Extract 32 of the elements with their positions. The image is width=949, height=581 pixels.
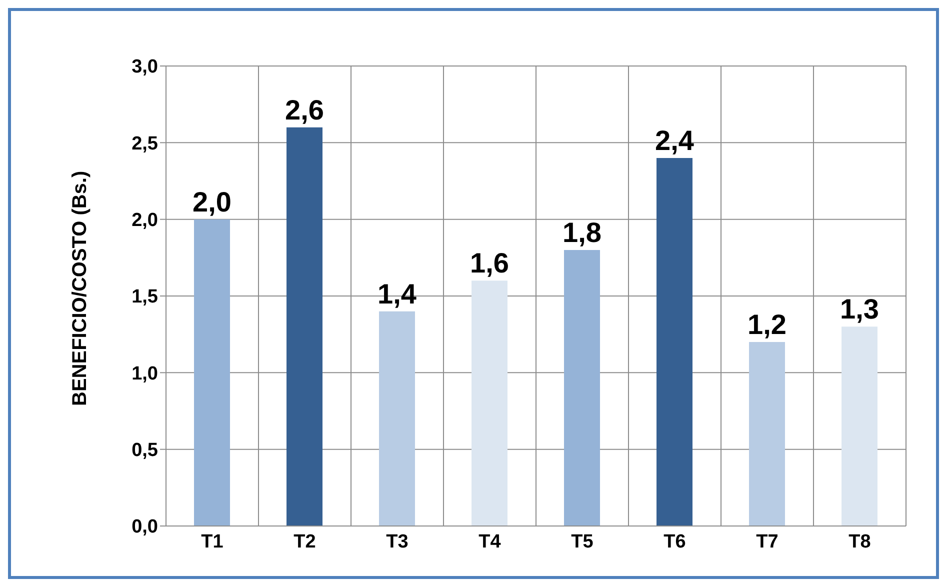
data-label: 1,8: [562, 217, 602, 248]
y-tick-label: 1,5: [132, 286, 158, 308]
bar: [194, 219, 230, 526]
data-label: 2,6: [285, 94, 324, 126]
bar: [379, 311, 415, 526]
bar: [564, 250, 600, 526]
data-label: 1,4: [378, 278, 417, 310]
data-label: 1,2: [748, 309, 786, 340]
bar: [842, 326, 878, 526]
data-label: 1,3: [840, 294, 879, 325]
bar: [749, 342, 785, 526]
bar: [286, 127, 322, 526]
x-tick-label: T3: [386, 531, 408, 552]
y-tick-label: 2,5: [132, 133, 158, 154]
y-tick-label: 2,0: [132, 210, 158, 232]
x-tick-label: T8: [848, 531, 871, 552]
y-tick-label: 0,5: [132, 440, 158, 462]
data-label: 1,6: [470, 248, 509, 279]
y-tick-label: 3,0: [132, 56, 158, 78]
data-label: 2,0: [192, 186, 232, 218]
x-tick-label: T1: [201, 531, 224, 552]
bar: [472, 280, 508, 526]
y-axis-title: BENEFICIO/COSTO (Bs.): [69, 170, 92, 406]
data-label: 2,4: [655, 125, 694, 156]
x-tick-label: T7: [756, 531, 778, 552]
y-tick-label: 0,0: [132, 516, 158, 538]
x-tick-label: T5: [571, 531, 594, 552]
x-tick-label: T6: [664, 531, 686, 552]
x-tick-label: T2: [294, 531, 316, 552]
x-tick-label: T4: [478, 531, 502, 552]
y-tick-label: 1,0: [132, 363, 158, 384]
bar: [656, 158, 692, 526]
